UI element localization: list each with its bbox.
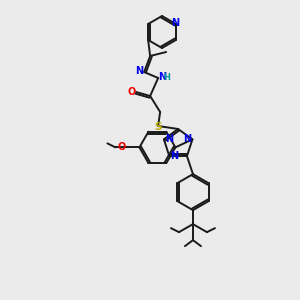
Text: N: N bbox=[165, 134, 173, 144]
Text: N: N bbox=[158, 72, 166, 82]
Text: H: H bbox=[164, 73, 171, 82]
Text: N: N bbox=[135, 66, 143, 76]
Text: O: O bbox=[127, 87, 135, 97]
Text: N: N bbox=[183, 134, 191, 144]
Text: S: S bbox=[154, 122, 162, 132]
Text: N: N bbox=[171, 18, 179, 28]
Text: N: N bbox=[170, 151, 178, 161]
Text: O: O bbox=[117, 142, 125, 152]
